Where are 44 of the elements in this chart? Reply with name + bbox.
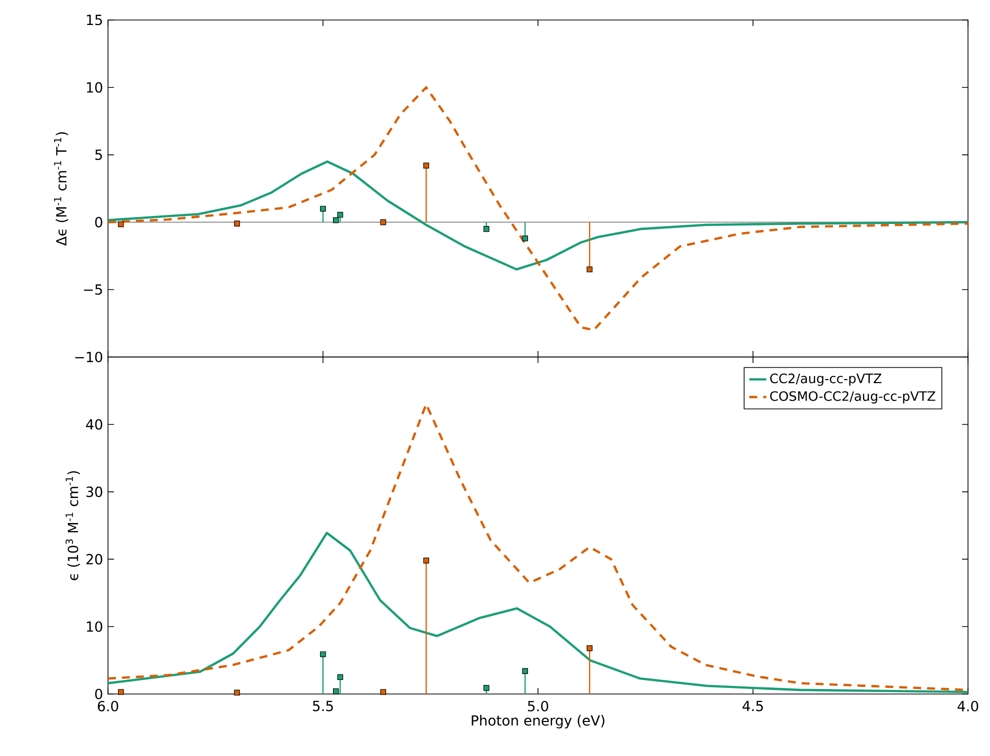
line-series [108,532,968,694]
point [586,266,592,272]
y-tick-label: 15 [86,14,102,26]
y-tick-label: 10 [86,82,102,93]
line-series [108,86,968,332]
x-tick-label: 6.0 [98,700,118,712]
point [380,689,386,695]
y-tick-label: 20 [86,554,102,564]
x-tick-label: 5.0 [528,700,548,712]
line-series [108,160,968,271]
point [332,217,339,224]
y-tick-label: −5 [84,284,102,295]
x-tick-label: 5.5 [312,700,333,712]
point [423,162,430,168]
point [522,668,528,674]
point [337,674,344,680]
point [118,689,124,695]
y-axis-title: ϵ (10$^{3}$ M$^{-1}$ cm$^{-1}$) [66,471,80,580]
point [522,235,528,242]
y-tick-label: 10 [86,621,102,632]
y-tick-label: 0 [95,688,102,700]
point [118,221,124,228]
point [380,219,386,226]
x-tick-label: 4.0 [958,700,978,712]
y-axis-title: Δϵ (M$^{-1}$ cm$^{-1}$ T$^{-1}$) [54,132,68,246]
point [332,688,339,694]
y-tick-label: 5 [95,150,102,160]
point [586,645,592,652]
legend-label: COSMO-CC2/aug-cc-pVTZ [770,391,936,404]
point [483,685,490,691]
point [423,558,430,564]
y-tick-label: 40 [86,419,102,430]
x-tick-label: 4.5 [742,700,763,712]
point [483,226,490,232]
point [234,220,240,226]
y-tick-label: −10 [75,352,102,362]
point [320,206,326,212]
y-tick-label: 0 [95,216,102,228]
point [337,212,344,218]
x-axis-title: Photon energy (eV) [472,714,604,728]
legend-label: CC2/aug-cc-pVTZ [770,374,882,386]
y-tick-label: 30 [86,486,102,498]
point [234,690,240,696]
point [320,651,326,658]
